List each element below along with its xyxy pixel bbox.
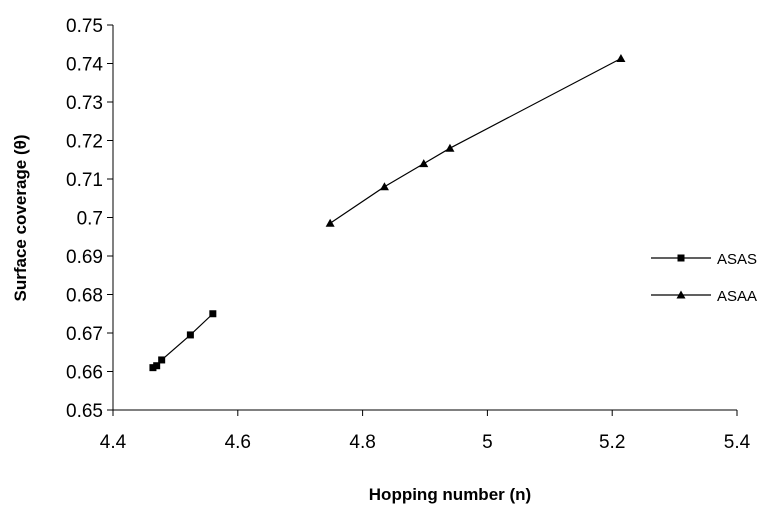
x-tick-label: 4.8 <box>349 432 375 453</box>
y-tick-label: 0.68 <box>66 286 103 307</box>
y-tick-label: 0.73 <box>66 93 103 114</box>
y-tick-label: 0.69 <box>66 247 103 268</box>
series-layer <box>149 53 626 372</box>
data-point-asas <box>149 364 157 372</box>
y-axis-title: Surface coverage (θ) <box>11 135 30 302</box>
legend-marker <box>676 290 686 299</box>
series-asaa <box>325 53 626 227</box>
series-line-asaa <box>329 57 622 224</box>
y-tick-label: 0.75 <box>66 16 103 37</box>
data-point-asas <box>153 362 161 370</box>
data-point-asaa <box>616 53 626 62</box>
legend-item-asas: ASAS <box>651 251 757 268</box>
legend-item-asaa: ASAA <box>651 288 757 305</box>
legend: ASAS ASAA <box>651 251 757 305</box>
x-tick-label: 5.2 <box>599 432 625 453</box>
y-tick-label: 0.74 <box>66 55 103 76</box>
x-axis-title: Hopping number (n) <box>369 485 531 504</box>
plot-area <box>112 25 737 411</box>
data-point-asaa <box>379 182 389 191</box>
data-point-asaa <box>445 143 455 152</box>
y-tick-label: 0.7 <box>77 209 103 230</box>
data-point-asaa <box>325 218 335 227</box>
y-tick-label: 0.72 <box>66 132 103 153</box>
y-tick-label: 0.71 <box>66 170 103 191</box>
data-point-asas <box>186 331 194 339</box>
y-tick-label: 0.65 <box>66 401 103 422</box>
x-tick-label: 5.4 <box>724 432 751 453</box>
y-axis-ticks: 0.65 0.66 0.67 0.68 0.69 0.7 0.71 0.72 0.73 0.74 0… <box>66 16 113 422</box>
data-point-asaa <box>419 159 429 168</box>
x-tick-label: 5 <box>482 432 493 453</box>
legend-label: ASAS <box>717 251 757 268</box>
data-point-asas <box>158 356 166 364</box>
legend-label: ASAA <box>717 288 757 305</box>
y-tick-label: 0.66 <box>66 363 103 384</box>
x-tick-label: 4.6 <box>225 432 251 453</box>
x-tick-label: 4.4 <box>100 432 127 453</box>
legend-marker <box>677 254 685 262</box>
y-tick-label: 0.67 <box>66 324 103 345</box>
data-point-asas <box>209 310 217 318</box>
x-axis-ticks: 4.4 4.6 4.8 5 5.2 5.4 <box>100 410 751 453</box>
series-asas <box>149 310 217 372</box>
